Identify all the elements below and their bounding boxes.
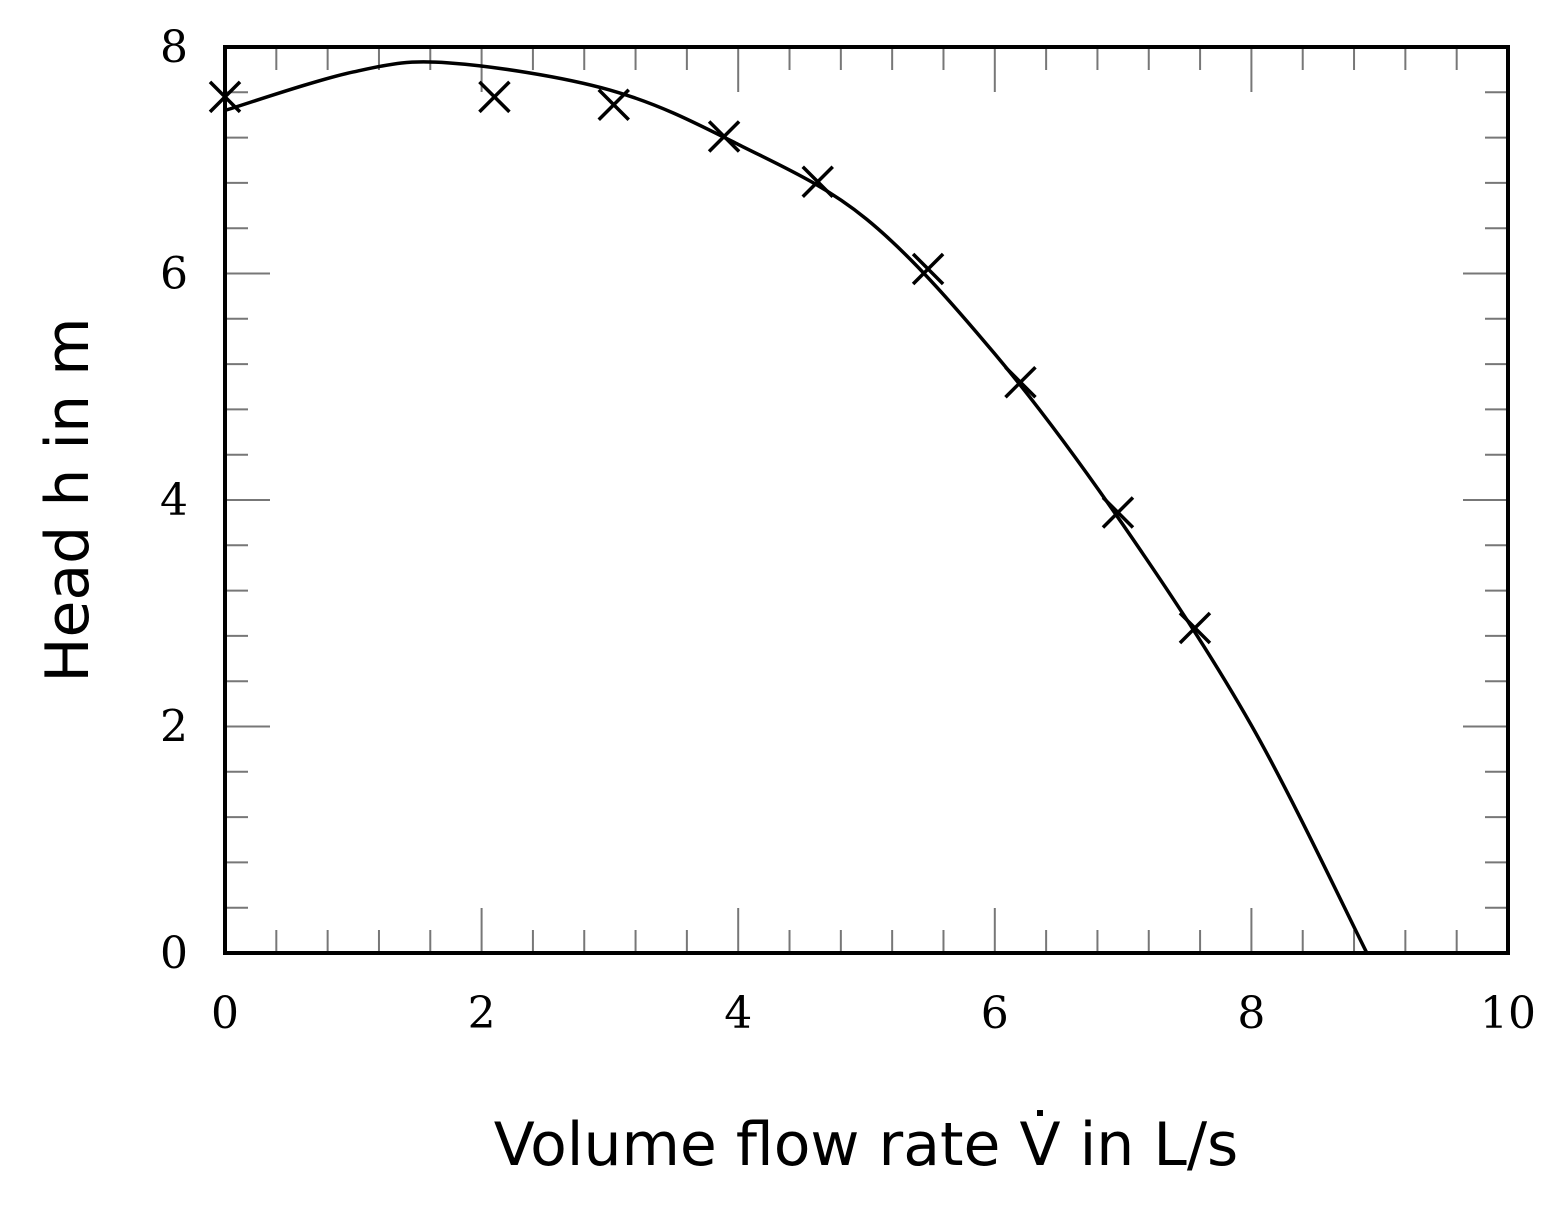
- y-tick-label: 4: [160, 475, 188, 526]
- x-tick-label: 8: [1237, 988, 1265, 1039]
- y-tick-label: 6: [160, 249, 188, 300]
- fit-curve: [224, 60, 1369, 954]
- y-axis-label: Head h in m: [33, 317, 103, 682]
- x-axis-label: Volume flow rate V̇ in L/s: [494, 1109, 1239, 1180]
- x-tick-label: 0: [211, 988, 239, 1039]
- x-marker: [478, 80, 511, 114]
- plot-frame: [223, 45, 1510, 955]
- y-tick-label: 2: [160, 702, 188, 753]
- x-tick-label: 2: [468, 988, 496, 1039]
- x-tick-label: 10: [1480, 988, 1536, 1039]
- x-tick-label: 6: [981, 988, 1009, 1039]
- x-marker: [911, 252, 945, 286]
- y-tick-label: 0: [160, 928, 188, 979]
- x-tick-label: 4: [724, 988, 752, 1039]
- y-tick-label: 8: [160, 22, 188, 73]
